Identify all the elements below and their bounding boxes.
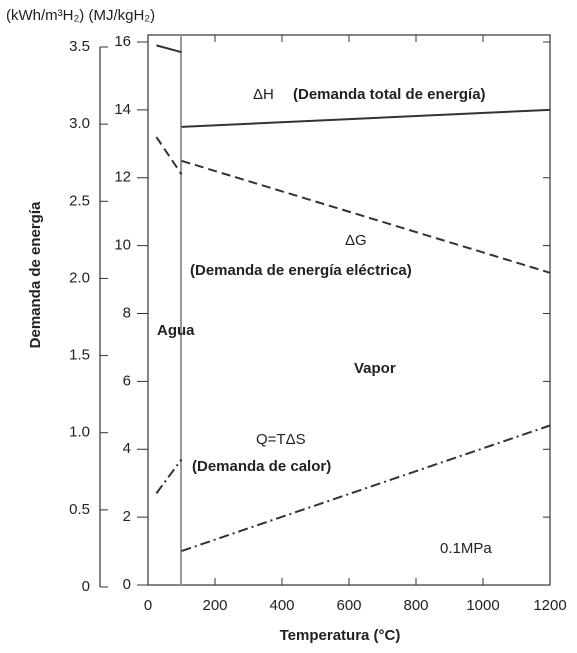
x-tick-label: 400 [269, 597, 294, 614]
line-series [181, 108, 551, 128]
annotation: (Demanda total de energía) [293, 86, 486, 103]
y-tick-label: 12 [114, 169, 131, 186]
y-tick-label: 4 [123, 440, 131, 457]
y-axis-label: Demanda de energía [27, 201, 44, 348]
x-tick-label: 200 [202, 597, 227, 614]
y2-tick-label: 0.5 [69, 501, 90, 518]
x-axis-label: Temperatura (°C) [280, 627, 401, 644]
x-tick-label: 800 [403, 597, 428, 614]
x-tick-label: 1200 [533, 597, 566, 614]
y2-tick-label: 0 [82, 578, 90, 595]
y2-tick-label: 3.5 [69, 38, 90, 55]
y2-tick-label: 1.5 [69, 347, 90, 364]
annotation: Agua [157, 322, 195, 339]
annotation: ΔH [253, 86, 274, 103]
line-series [155, 136, 183, 175]
x-tick-label: 0 [144, 597, 152, 614]
y2-tick-label: 3.0 [69, 115, 90, 132]
y-tick-label: 2 [123, 508, 131, 525]
y2-tick-label: 1.0 [69, 424, 90, 441]
annotation: (Demanda de calor) [192, 458, 331, 475]
annotation: (Demanda de energía eléctrica) [190, 262, 412, 279]
annotation: ΔG [345, 232, 367, 249]
y2-tick-label: 2.5 [69, 192, 90, 209]
x-tick-label: 1000 [466, 597, 499, 614]
annotation: Vapor [354, 360, 396, 377]
line-series [155, 458, 183, 494]
y2-tick-label: 2.0 [69, 269, 90, 286]
annotation: 0.1MPa [440, 540, 492, 557]
line-series [181, 424, 551, 553]
y-tick-label: 6 [123, 372, 131, 389]
x-tick-label: 600 [336, 597, 361, 614]
y-units-label: (kWh/m³H₂) (MJ/kgH₂) [6, 7, 155, 24]
y-tick-label: 8 [123, 304, 131, 321]
y-tick-label: 10 [114, 237, 131, 254]
y-tick-label: 0 [123, 576, 131, 593]
line-series [156, 44, 182, 54]
line-series [181, 159, 551, 274]
annotation: Q=TΔS [256, 431, 306, 448]
y-tick-label: 14 [114, 101, 131, 118]
y-tick-label: 16 [114, 33, 131, 50]
plot-frame [147, 34, 551, 586]
